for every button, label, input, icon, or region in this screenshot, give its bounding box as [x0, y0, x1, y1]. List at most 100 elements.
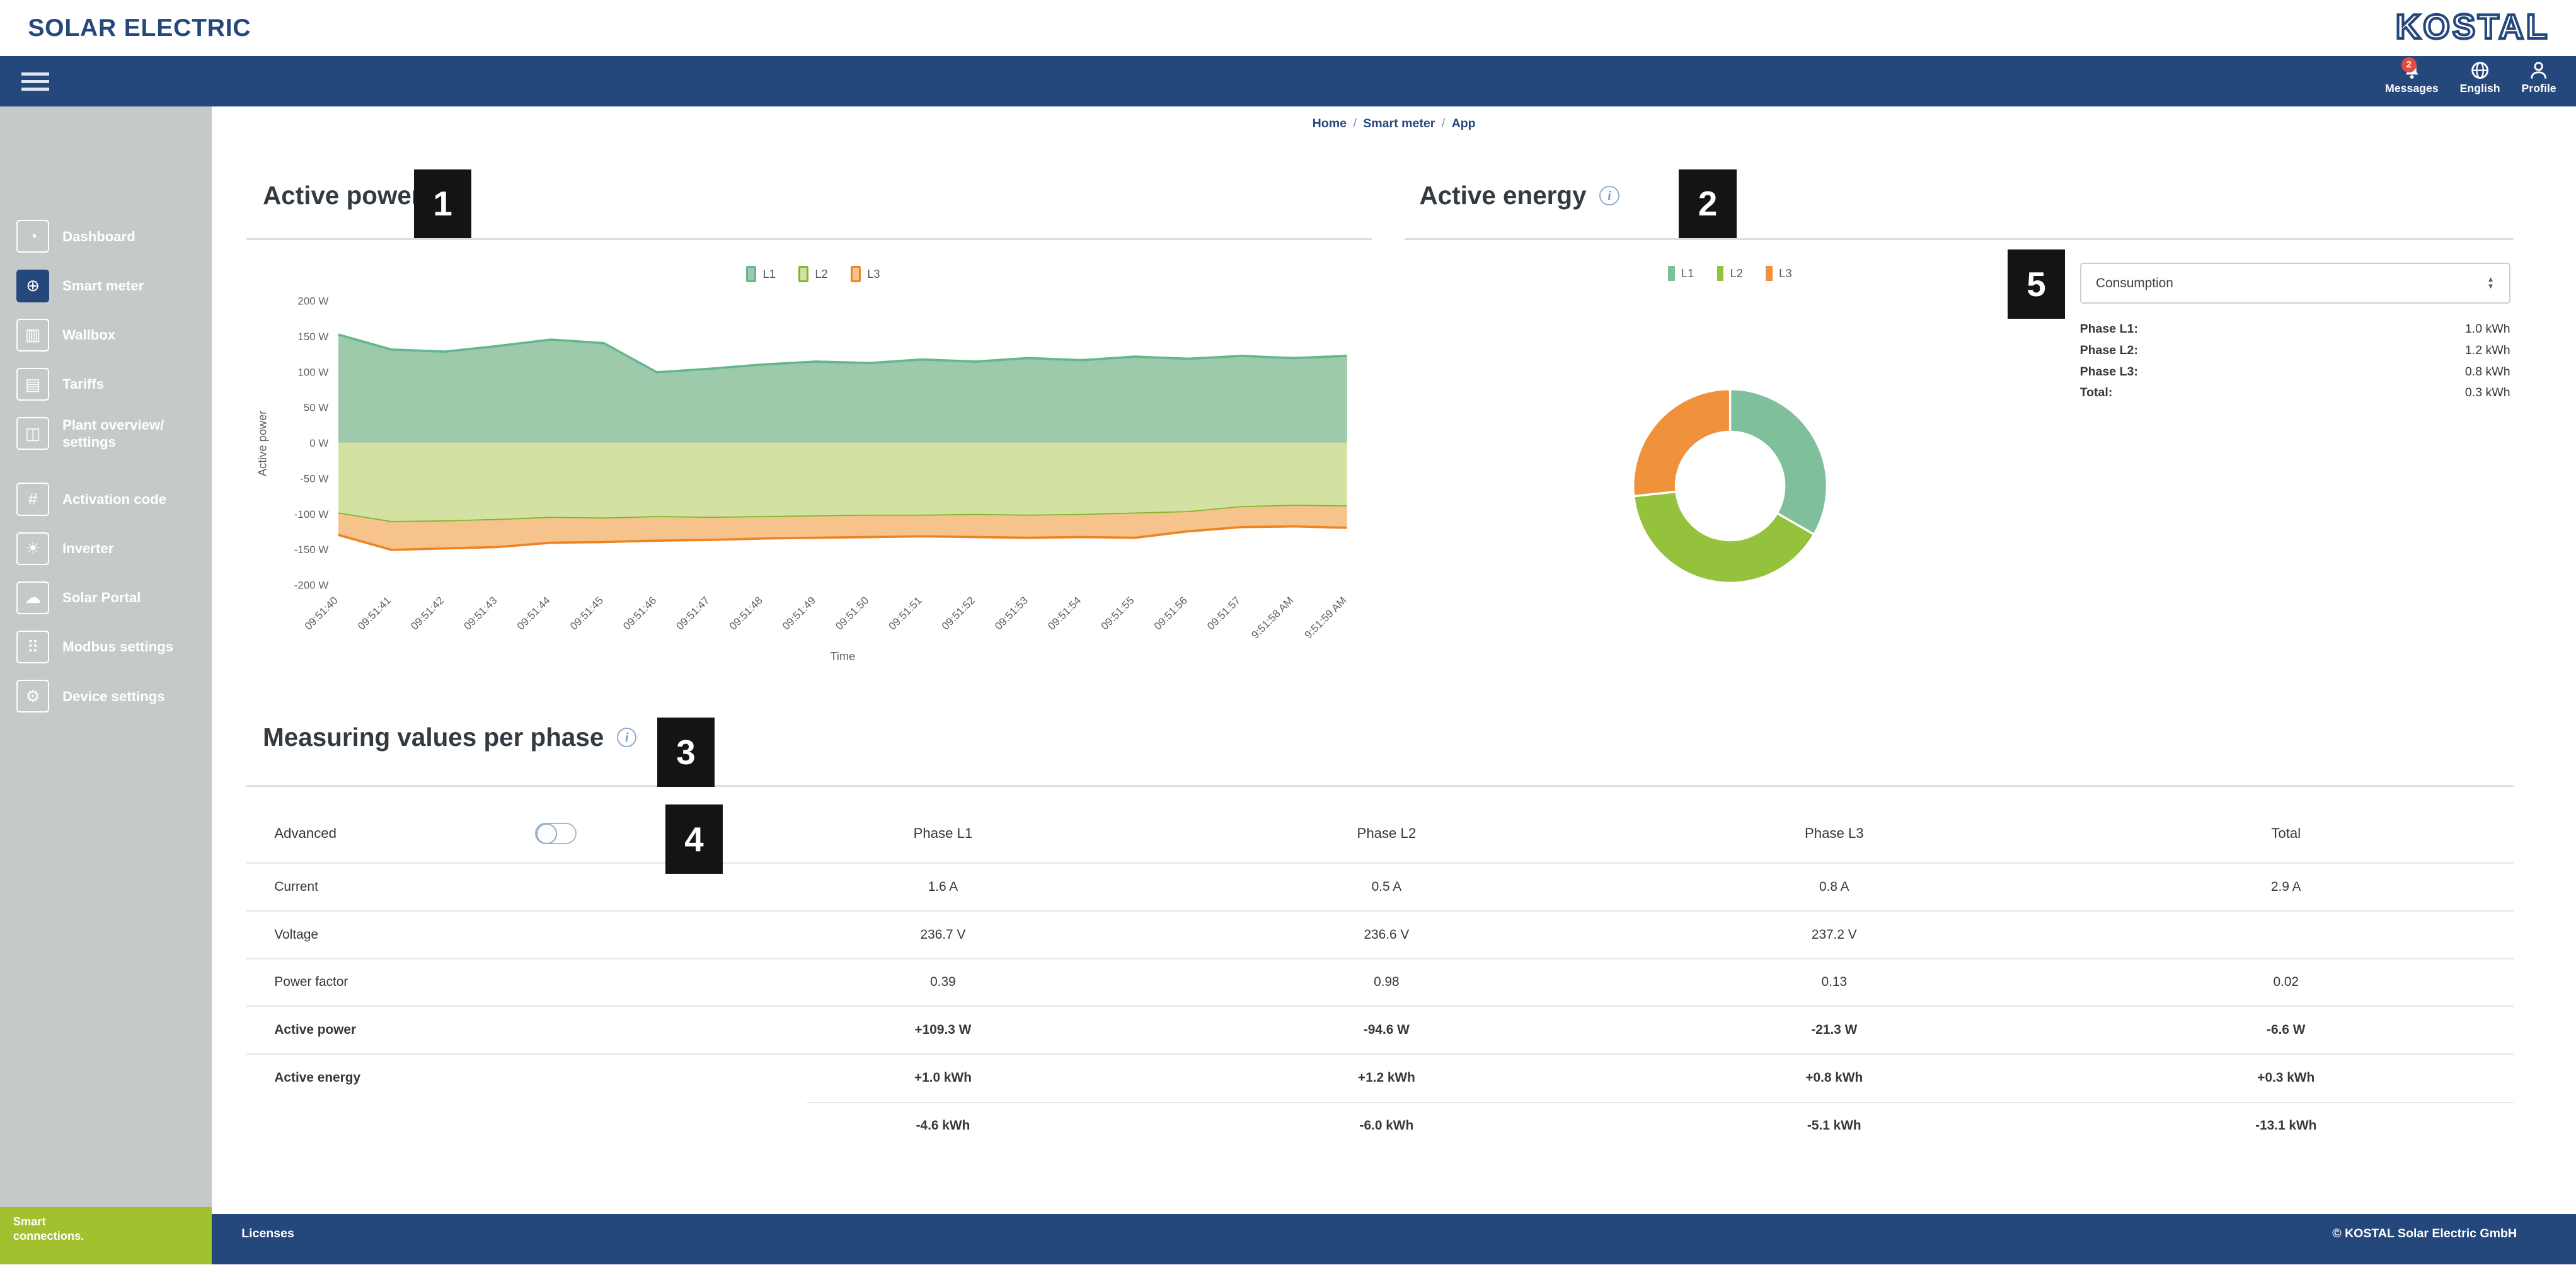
- navbar: 2 Messages English Profile: [0, 55, 2576, 107]
- smart-meter-icon: ⊕: [16, 269, 50, 302]
- legend-item-l1: L1: [1668, 266, 1694, 281]
- svg-text:09:51:47: 09:51:47: [674, 595, 712, 632]
- svg-text:09:51:41: 09:51:41: [355, 595, 393, 632]
- sidebar-item-dashboard[interactable]: ◔ Dashboard: [0, 220, 212, 253]
- svg-text:50 W: 50 W: [304, 402, 329, 414]
- breadcrumb-item-home[interactable]: Home: [1312, 117, 1347, 131]
- active-energy-legend: L1 L2 L3: [1544, 266, 1916, 281]
- table-header-row: Advanced Phase L1 Phase L2 Phase L3 Total: [246, 804, 2514, 864]
- column-header-total: Total: [2271, 825, 2301, 842]
- energy-stats: Phase L1: 1.0 kWh Phase L2: 1.2 kWh Phase L3…: [2080, 319, 2510, 404]
- stat-label: Phase L2:: [2079, 343, 2138, 357]
- footer-bar: Licenses © KOSTAL Solar Electric GmbH: [212, 1213, 2576, 1265]
- row-value: 237.2 V: [1811, 927, 1857, 942]
- plant-overview-icon: ◫: [16, 417, 50, 450]
- breadcrumb-item-app: App: [1451, 117, 1476, 131]
- row-value: 0.98: [1374, 975, 1400, 990]
- legend-label: L1: [762, 267, 776, 281]
- consumption-select[interactable]: Consumption ▲ ▼: [2079, 263, 2510, 304]
- sidebar-item-label: Modbus settings: [62, 639, 174, 655]
- sidebar-item-label: Inverter: [62, 541, 114, 557]
- hamburger-menu-icon[interactable]: [21, 72, 50, 92]
- svg-text:09:51:52: 09:51:52: [940, 595, 977, 632]
- annotation-4: 4: [665, 804, 723, 874]
- row-value: 236.6 V: [1364, 927, 1410, 942]
- profile-button[interactable]: Profile: [2522, 60, 2556, 95]
- table-row-power-factor: Power factor 0.39 0.98 0.13 0.02: [246, 959, 2514, 1007]
- stat-label: Phase L1:: [2079, 321, 2138, 336]
- legend-item-l3: L3: [851, 266, 880, 283]
- sidebar-item-tariffs[interactable]: ▤ Tariffs: [0, 367, 212, 401]
- row-value: -6.0 kWh: [1359, 1118, 1414, 1133]
- inverter-icon: ☀: [16, 532, 50, 565]
- sidebar-item-device[interactable]: ⚙ Device settings: [0, 680, 212, 713]
- wallbox-icon: ▥: [16, 318, 50, 352]
- svg-text:09:51:40: 09:51:40: [302, 595, 340, 632]
- breadcrumb-item-smart-meter[interactable]: Smart meter: [1363, 117, 1435, 131]
- legend-swatch: [1766, 266, 1773, 281]
- svg-text:09:51:50: 09:51:50: [833, 595, 871, 632]
- active-power-legend: L1 L2 L3: [246, 266, 1380, 283]
- kostal-logo: KOSTAL: [2395, 6, 2550, 47]
- legend-swatch: [851, 266, 861, 283]
- annotation-5: 5: [2007, 249, 2066, 319]
- table-row-voltage: Voltage 236.7 V 236.6 V 237.2 V: [246, 912, 2514, 959]
- annotation-3: 3: [657, 718, 715, 787]
- active-power-chart: 200 W 150 W 100 W 50 W 0 W -50 W -100 W -150 W -…: [255, 295, 1348, 663]
- sidebar-item-smart[interactable]: ⊕ Smart meter: [0, 269, 212, 302]
- stat-value: 1.0 kWh: [2464, 321, 2510, 336]
- globe-icon: [2470, 60, 2490, 80]
- select-arrows-icon: ▲ ▼: [2487, 276, 2495, 290]
- svg-text:-50 W: -50 W: [300, 473, 328, 485]
- legend-label: L3: [1779, 266, 1792, 280]
- dashboard-icon: ◔: [16, 220, 50, 253]
- row-label: Power factor: [274, 975, 348, 990]
- table-row-extra: -4.6 kWh -6.0 kWh -5.1 kWh -13.1 kWh: [246, 1102, 2514, 1150]
- messages-button[interactable]: 2 Messages: [2385, 57, 2439, 95]
- info-icon[interactable]: i: [1599, 185, 1619, 205]
- toggle-knob: [536, 823, 557, 844]
- legend-swatch: [1716, 266, 1724, 281]
- advanced-toggle[interactable]: [535, 823, 577, 845]
- row-value: 2.9 A: [2270, 879, 2301, 895]
- svg-text:09:51:51: 09:51:51: [887, 595, 924, 632]
- annotation-2: 2: [1679, 169, 1737, 239]
- row-value: -6.6 W: [2267, 1022, 2306, 1037]
- sidebar-item-activation[interactable]: # Activation code: [0, 483, 212, 516]
- svg-text:09:51:57: 09:51:57: [1205, 595, 1243, 632]
- sidebar-item-inverter[interactable]: ☀ Inverter: [0, 532, 212, 565]
- advanced-label: Advanced: [274, 825, 336, 842]
- svg-text:-200 W: -200 W: [294, 580, 329, 592]
- energy-stat-row: Phase L1: 1.0 kWh: [2080, 319, 2510, 340]
- legend-swatch: [746, 266, 757, 283]
- tariffs-icon: ▤: [16, 367, 50, 401]
- svg-text:Time: Time: [831, 650, 856, 663]
- sidebar-item-wallbox[interactable]: ▥ Wallbox: [0, 318, 212, 352]
- stat-value: 0.3 kWh: [2464, 386, 2510, 400]
- active-energy-donut-chart: [1631, 388, 1828, 585]
- info-icon[interactable]: i: [617, 727, 637, 748]
- sidebar-item-modbus[interactable]: ⠿ Modbus settings: [0, 631, 212, 664]
- sidebar-item-plant[interactable]: ◫ Plant overview/ settings: [0, 417, 212, 450]
- legend-item-l1: L1: [746, 266, 776, 283]
- stat-label: Total:: [2079, 386, 2113, 400]
- sidebar-item-solar[interactable]: ☁ Solar Portal: [0, 581, 212, 615]
- row-value: 0.13: [1821, 975, 1848, 990]
- legend-item-l2: L2: [798, 266, 828, 283]
- svg-text:0 W: 0 W: [309, 437, 328, 449]
- svg-text:09:51:49: 09:51:49: [780, 595, 818, 632]
- breadcrumb-separator: /: [1441, 117, 1446, 131]
- svg-text:09:51:53: 09:51:53: [992, 595, 1030, 632]
- legend-swatch: [798, 266, 808, 283]
- svg-text:150 W: 150 W: [297, 331, 328, 343]
- licenses-link[interactable]: Licenses: [241, 1227, 294, 1241]
- language-button[interactable]: English: [2460, 60, 2500, 95]
- table-row-active-energy: Active energy +1.0 kWh +1.2 kWh +0.8 kWh +0.…: [246, 1055, 2514, 1102]
- energy-stat-row: Phase L3: 0.8 kWh: [2080, 362, 2510, 383]
- row-label: Current: [274, 879, 318, 895]
- legend-label: L1: [1681, 266, 1694, 280]
- svg-text:09:51:56: 09:51:56: [1152, 595, 1190, 632]
- energy-stat-row: Total: 0.3 kWh: [2080, 382, 2510, 404]
- active-energy-title: Active energy i: [1420, 181, 1619, 210]
